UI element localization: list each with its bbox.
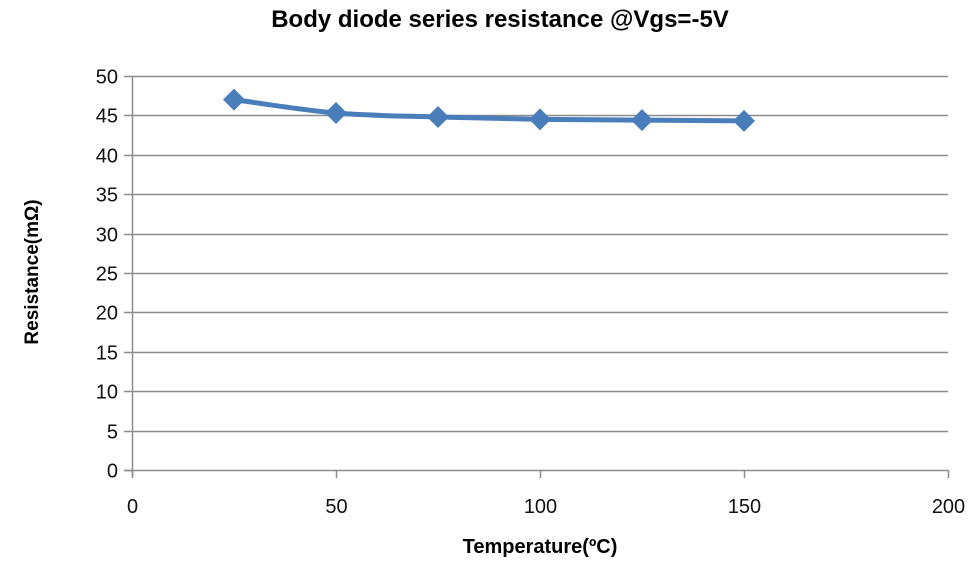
y-tick-label: 40: [96, 146, 118, 168]
diamond-marker: [427, 105, 449, 128]
diamond-marker: [529, 108, 551, 131]
x-tick-label: 100: [524, 496, 557, 518]
chart-title: Body diode series resistance @Vgs=-5V: [271, 6, 729, 33]
y-tick-label: 5: [107, 422, 118, 444]
y-tick-label: 25: [96, 264, 118, 286]
diamond-marker: [325, 102, 347, 125]
series-line: [231, 97, 747, 124]
x-axis-label: Temperature(ºC): [462, 536, 618, 558]
y-axis-ticks: 0 5 10 15 20 25 30 35 40 45 50: [96, 67, 132, 483]
axes: [124, 76, 948, 476]
x-axis-ticks: 0 50 100 150 200: [127, 470, 965, 518]
y-tick-label: 20: [96, 303, 118, 325]
x-tick-label: 0: [127, 496, 138, 518]
y-tick-label: 0: [107, 461, 118, 483]
diamond-marker: [631, 109, 653, 132]
y-tick-label: 10: [96, 382, 118, 404]
diamond-marker: [733, 109, 755, 132]
gridlines: [132, 75, 948, 433]
y-tick-label: 15: [96, 343, 118, 365]
y-tick-label: 45: [96, 106, 118, 128]
x-tick-label: 150: [728, 496, 761, 518]
x-tick-label: 200: [932, 496, 965, 518]
diamond-marker: [223, 88, 245, 111]
data-series: [223, 88, 755, 132]
x-tick-label: 50: [325, 496, 347, 518]
y-tick-label: 35: [96, 185, 118, 207]
y-tick-label: 50: [96, 67, 118, 89]
y-tick-label: 30: [96, 225, 118, 247]
